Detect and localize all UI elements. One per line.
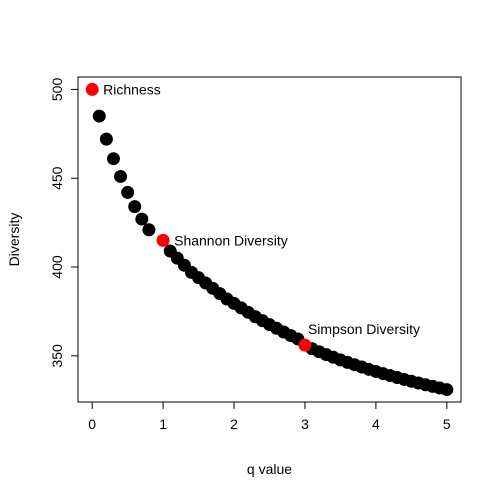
x-tick-label: 5: [443, 416, 451, 432]
y-axis-title: Diversity: [6, 213, 22, 267]
point-label: Richness: [103, 81, 161, 97]
highlight-point: [86, 83, 99, 96]
x-axis-title: q value: [247, 461, 292, 477]
y-axis: 350 400 450 500: [49, 78, 78, 368]
y-tick-label: 500: [49, 78, 65, 102]
highlight-point: [298, 339, 311, 352]
data-point: [100, 133, 113, 146]
x-tick-label: 0: [88, 416, 96, 432]
x-tick-label: 3: [301, 416, 309, 432]
x-tick-label: 2: [230, 416, 238, 432]
point-label: Simpson Diversity: [308, 321, 420, 337]
data-point: [93, 110, 106, 123]
highlight-point: [157, 234, 170, 247]
data-point: [114, 170, 127, 183]
data-point: [128, 200, 141, 213]
point-annotations: Richness Shannon Diversity Simpson Diversi…: [103, 81, 420, 337]
x-tick-label: 4: [372, 416, 380, 432]
y-tick-label: 450: [49, 166, 65, 190]
data-point: [107, 152, 120, 165]
point-label: Shannon Diversity: [174, 232, 288, 248]
data-point: [135, 213, 148, 226]
y-tick-label: 350: [49, 344, 65, 368]
x-axis: 0 1 2 3 4 5: [88, 402, 451, 432]
x-tick-label: 1: [159, 416, 167, 432]
data-point: [142, 223, 155, 236]
data-point: [121, 186, 134, 199]
data-point: [440, 383, 453, 396]
y-tick-label: 400: [49, 255, 65, 279]
